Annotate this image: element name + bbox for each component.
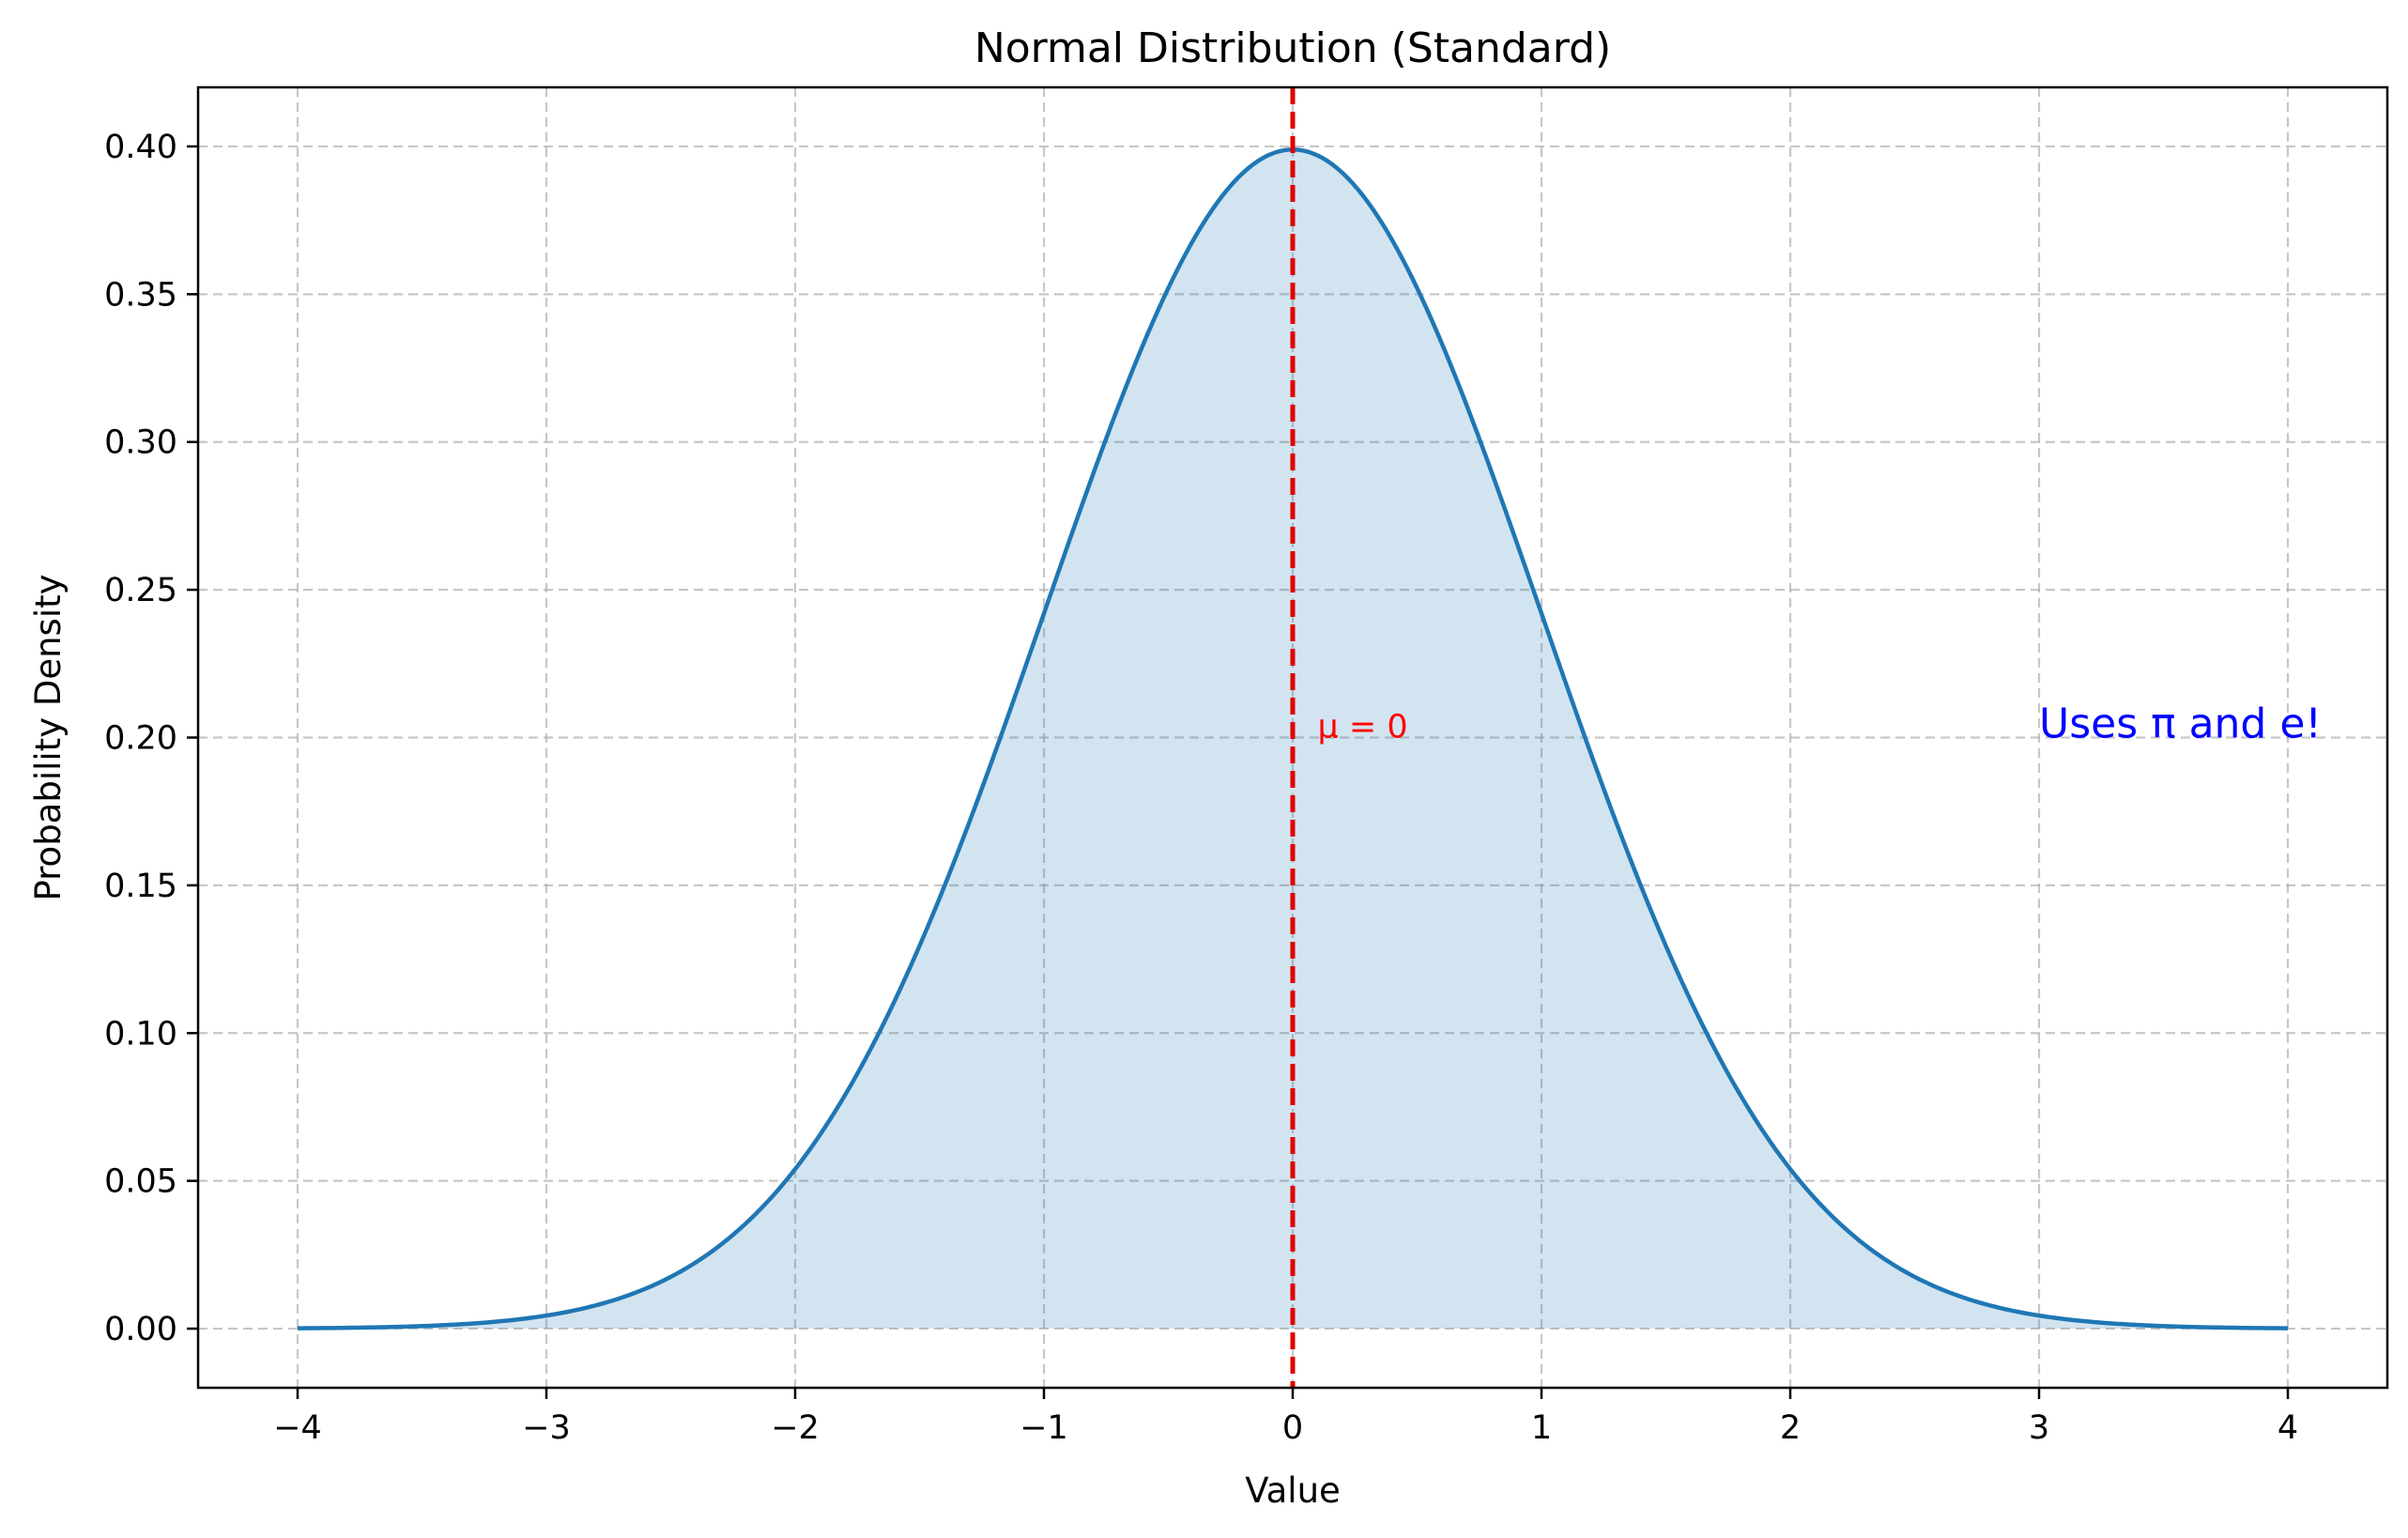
y-tick-label: 0.20 — [104, 720, 177, 758]
density-fill-area — [298, 149, 2288, 1330]
y-axis-label: Probability Density — [28, 574, 69, 900]
y-tick-label: 0.10 — [104, 1015, 177, 1053]
y-axis: 0.00 0.05 0.10 0.15 0.20 0.25 0.30 0.35 0.40 — [104, 129, 198, 1348]
mu-annotation: μ = 0 — [1318, 709, 1408, 746]
y-tick-label: 0.05 — [104, 1163, 177, 1201]
x-tick-label: 1 — [1531, 1409, 1552, 1447]
grid — [198, 87, 2387, 1388]
x-tick-label: 0 — [1282, 1409, 1303, 1447]
uses-pi-e-annotation: Uses π and e! — [2039, 700, 2322, 748]
x-tick-label: −2 — [771, 1409, 820, 1447]
x-tick-label: 4 — [2278, 1409, 2298, 1447]
x-axis-label: Value — [1245, 1470, 1341, 1511]
x-tick-label: −1 — [1020, 1409, 1068, 1447]
y-tick-label: 0.00 — [104, 1311, 177, 1348]
y-tick-label: 0.25 — [104, 572, 177, 609]
y-tick-label: 0.30 — [104, 424, 177, 462]
y-tick-label: 0.15 — [104, 868, 177, 905]
x-tick-label: −3 — [522, 1409, 571, 1447]
y-tick-label: 0.35 — [104, 276, 177, 314]
x-tick-label: 2 — [1780, 1409, 1801, 1447]
x-tick-label: −4 — [273, 1409, 322, 1447]
x-axis: −4 −3 −2 −1 0 1 2 3 4 — [273, 1388, 2298, 1447]
chart-title: Normal Distribution (Standard) — [974, 24, 1611, 72]
y-tick-label: 0.40 — [104, 129, 177, 166]
x-tick-label: 3 — [2029, 1409, 2049, 1447]
